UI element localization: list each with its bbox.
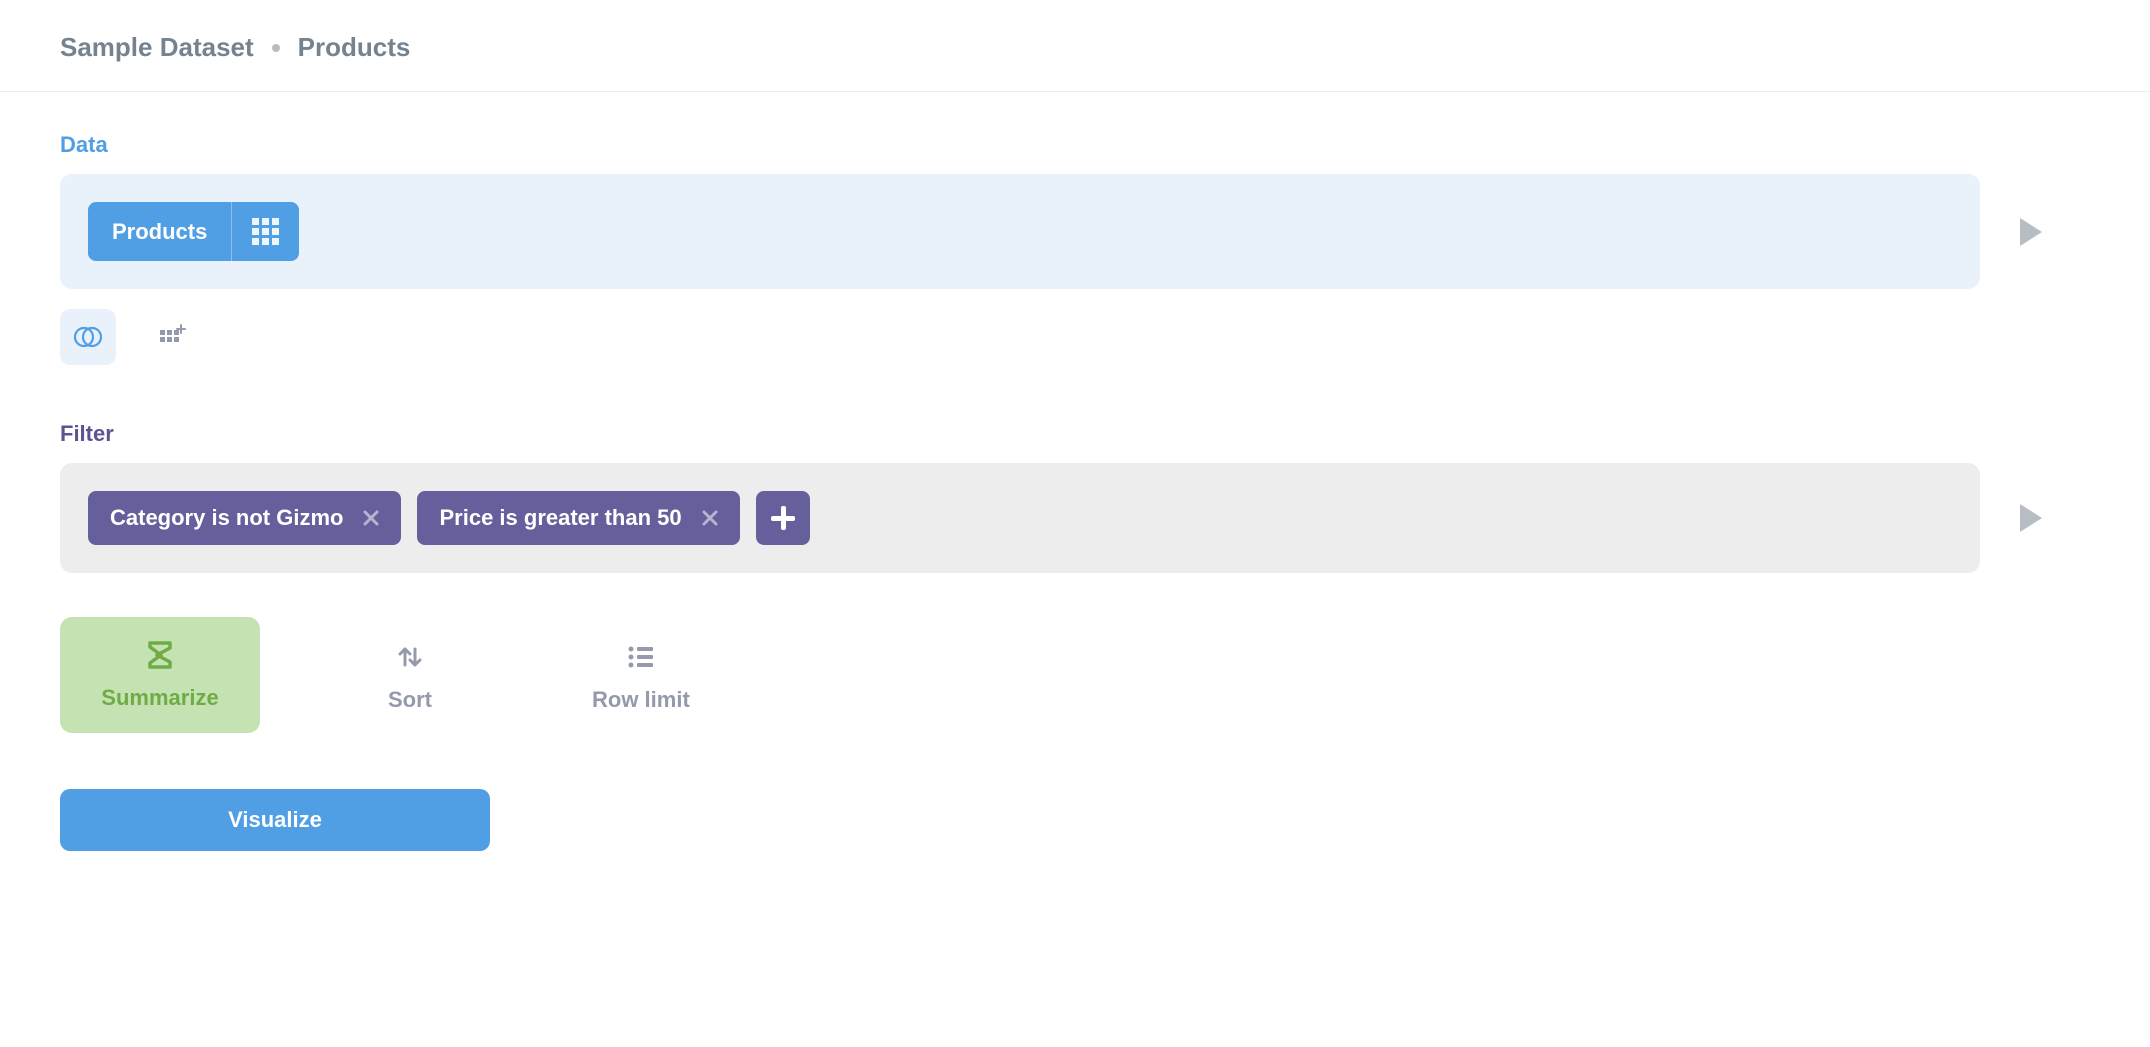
filter-panel: Category is not Gizmo Price is greater t… [60, 463, 1980, 573]
breadcrumb-dataset[interactable]: Sample Dataset [60, 32, 254, 63]
custom-column-button[interactable] [144, 309, 200, 365]
actions-row: Summarize Sort [60, 617, 2090, 733]
summarize-button[interactable]: Summarize [60, 617, 260, 733]
data-table-label: Products [88, 203, 231, 261]
sigma-icon [144, 639, 176, 671]
filter-chip[interactable]: Category is not Gizmo [88, 491, 401, 545]
row-limit-icon [625, 641, 657, 673]
sort-button[interactable]: Sort [340, 619, 480, 733]
sort-label: Sort [388, 687, 432, 713]
remove-filter-icon[interactable] [698, 506, 722, 530]
table-grid-icon[interactable] [231, 202, 299, 261]
row-limit-button[interactable]: Row limit [560, 619, 722, 733]
plus-icon [771, 506, 795, 530]
section-label-filter: Filter [60, 421, 2090, 447]
breadcrumb-table[interactable]: Products [298, 32, 411, 63]
breadcrumb: Sample Dataset Products [0, 0, 2150, 92]
join-icon [73, 322, 103, 352]
join-button[interactable] [60, 309, 116, 365]
data-tool-icons [60, 309, 2090, 365]
filter-chip-label: Price is greater than 50 [439, 505, 681, 531]
remove-filter-icon[interactable] [359, 506, 383, 530]
data-panel: Products [60, 174, 1980, 289]
section-label-data: Data [60, 132, 2090, 158]
run-data-arrow-icon[interactable] [2020, 218, 2042, 246]
custom-column-icon [157, 322, 187, 352]
add-filter-button[interactable] [756, 491, 810, 545]
breadcrumb-separator [272, 44, 280, 52]
sort-icon [394, 641, 426, 673]
filter-chip[interactable]: Price is greater than 50 [417, 491, 739, 545]
filter-chip-label: Category is not Gizmo [110, 505, 343, 531]
summarize-label: Summarize [101, 685, 218, 711]
data-table-chip[interactable]: Products [88, 202, 299, 261]
visualize-button[interactable]: Visualize [60, 789, 490, 851]
run-filter-arrow-icon[interactable] [2020, 504, 2042, 532]
row-limit-label: Row limit [592, 687, 690, 713]
